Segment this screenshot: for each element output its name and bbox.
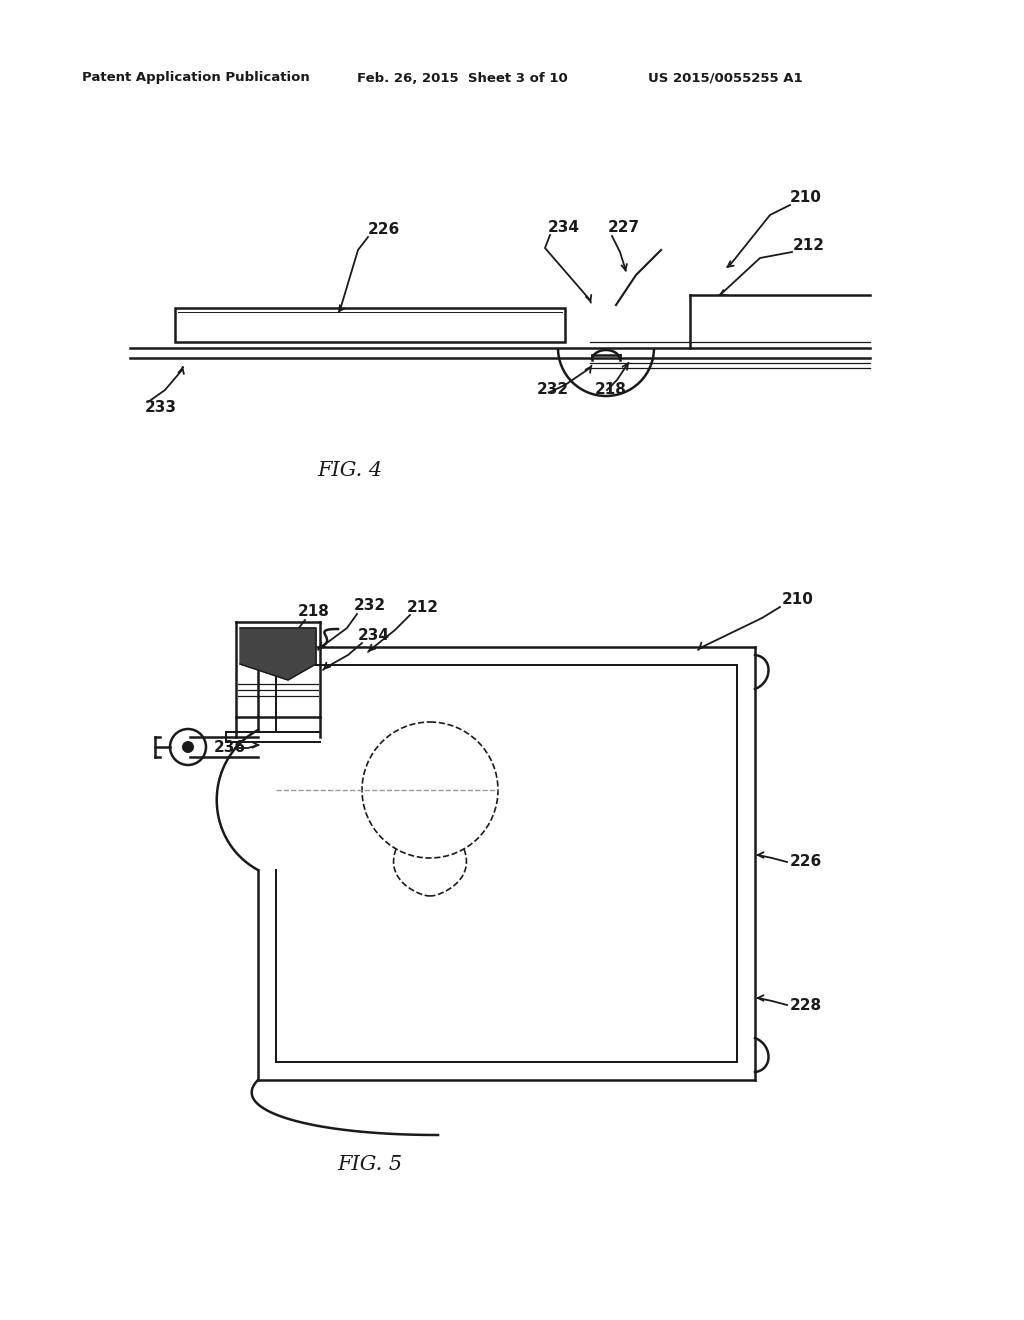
Text: Patent Application Publication: Patent Application Publication bbox=[82, 71, 309, 84]
Text: 212: 212 bbox=[793, 238, 825, 252]
Text: 228: 228 bbox=[790, 998, 822, 1012]
Text: 232: 232 bbox=[537, 383, 569, 397]
Text: 218: 218 bbox=[298, 605, 330, 619]
Text: US 2015/0055255 A1: US 2015/0055255 A1 bbox=[648, 71, 803, 84]
Text: 233: 233 bbox=[145, 400, 177, 416]
Text: 210: 210 bbox=[782, 593, 814, 607]
Text: 234: 234 bbox=[548, 220, 580, 235]
Text: 234: 234 bbox=[358, 627, 390, 643]
Circle shape bbox=[182, 741, 194, 752]
Text: 226: 226 bbox=[790, 854, 822, 870]
Text: 236: 236 bbox=[214, 741, 246, 755]
Text: 212: 212 bbox=[407, 599, 439, 615]
Text: 210: 210 bbox=[790, 190, 822, 206]
Text: 226: 226 bbox=[368, 223, 400, 238]
Text: 232: 232 bbox=[354, 598, 386, 614]
Text: 218: 218 bbox=[595, 383, 627, 397]
Text: 227: 227 bbox=[608, 220, 640, 235]
Text: Feb. 26, 2015  Sheet 3 of 10: Feb. 26, 2015 Sheet 3 of 10 bbox=[357, 71, 567, 84]
Text: FIG. 4: FIG. 4 bbox=[317, 461, 383, 479]
Bar bbox=[175, 308, 565, 342]
Polygon shape bbox=[240, 628, 316, 680]
Text: FIG. 5: FIG. 5 bbox=[338, 1155, 402, 1175]
